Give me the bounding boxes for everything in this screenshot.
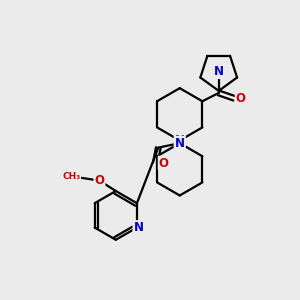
Text: CH₃: CH₃ bbox=[62, 172, 80, 181]
Text: O: O bbox=[159, 157, 169, 169]
Text: N: N bbox=[175, 134, 185, 147]
Text: N: N bbox=[214, 65, 224, 78]
Text: N: N bbox=[214, 65, 224, 78]
Text: O: O bbox=[236, 92, 246, 105]
Text: N: N bbox=[175, 137, 185, 150]
Text: N: N bbox=[134, 221, 143, 234]
Text: O: O bbox=[94, 174, 104, 187]
